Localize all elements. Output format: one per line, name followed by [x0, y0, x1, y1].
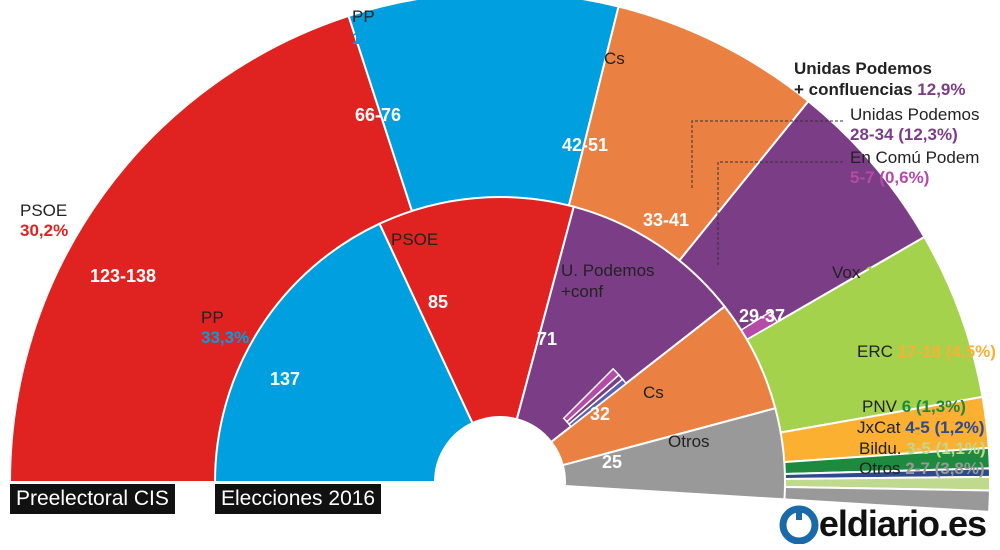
- psoe-2016-label: PSOE 22,8%: [391, 230, 491, 249]
- leader-lines: [691, 120, 845, 265]
- otros-2016-label: Otros: [668, 432, 710, 451]
- inner-core: [435, 417, 565, 482]
- up-sub-label: Unidas Podemos: [850, 105, 979, 124]
- pnv-label: PNV 6 (1,3%): [862, 397, 966, 416]
- brand-name: eldiario.es: [818, 503, 987, 544]
- up-sub-value: 28-34 (12,3%): [850, 125, 958, 144]
- outer-seat-label: 33-41: [643, 210, 689, 230]
- pp-2016-label: PP: [201, 308, 224, 327]
- ecp-label: En Comú Podem: [850, 148, 979, 167]
- up-share: + confluencias 12,9%: [794, 80, 966, 99]
- inner-seat-label: 32: [590, 404, 610, 424]
- up-label: Unidas Podemos: [794, 59, 932, 78]
- up-2016-share: +conf 21,3%: [561, 282, 656, 301]
- psoe-share: 30,2%: [20, 221, 68, 240]
- erc-label: ERC 17-18 (4,5%): [857, 342, 996, 361]
- pp-share: 17,2%: [352, 29, 400, 48]
- cs-label: Cs 13,6%: [604, 49, 678, 68]
- inner-seat-label: 137: [270, 369, 300, 389]
- outer-seat-label: 66-76: [355, 105, 401, 125]
- outer-chart-label: Preelectoral CIS: [10, 484, 175, 514]
- leader-line: [717, 161, 845, 265]
- otros-outer-label: Otros 2-7 (3,8%): [859, 459, 985, 478]
- inner-seat-label: 85: [428, 292, 448, 312]
- up-2016-label: U. Podemos: [561, 261, 655, 280]
- inner-seat-label: 71: [537, 329, 557, 349]
- brand-logo: eldiario.es: [779, 503, 987, 545]
- psoe-label: PSOE: [20, 201, 67, 220]
- bildu-label: Bildu. 3-5 (1,1%): [859, 439, 986, 458]
- inner-confluence-slice: [567, 378, 628, 428]
- inner-seat-label: 25: [602, 452, 622, 472]
- vox-label: Vox 11,9%: [832, 263, 912, 282]
- pp-2016-share: 33,3%: [201, 328, 249, 347]
- ecp-value: 5-7 (0,6%): [850, 168, 929, 187]
- pp-label: PP: [352, 7, 375, 26]
- otros-2016-share: 9,5%: [668, 453, 707, 472]
- eldiario-logo-icon: [779, 505, 819, 544]
- outer-seat-label: 123-138: [90, 266, 156, 286]
- inner-chart-label: Elecciones 2016: [215, 484, 382, 514]
- cs-2016-label: Cs 13,2%: [643, 383, 717, 402]
- jxcat-label: JxCat 4-5 (1,2%): [857, 418, 985, 437]
- inner-ring: [213, 196, 786, 501]
- outer-seat-label: 42-51: [562, 135, 608, 155]
- outer-seat-label: 29-37: [739, 306, 785, 326]
- chart-labels: 123-138 66-76 42-51 33-41 29-37 137 85 71 32 25 PS…: [20, 7, 996, 478]
- leader-line: [691, 120, 845, 188]
